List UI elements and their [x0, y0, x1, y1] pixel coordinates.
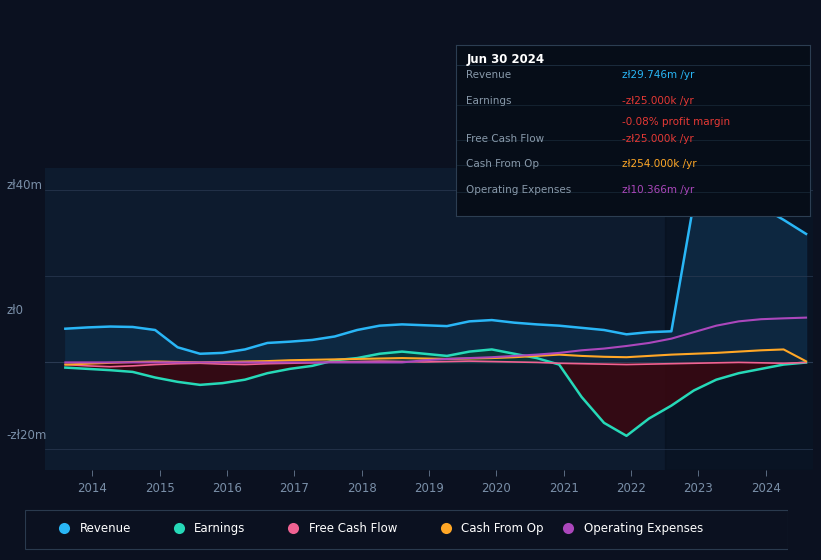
Text: zł40m: zł40m	[7, 179, 43, 193]
Bar	[665, 168, 821, 470]
Text: Operating Expenses: Operating Expenses	[584, 522, 703, 535]
Text: zł254.000k /yr: zł254.000k /yr	[622, 159, 697, 169]
Text: Earnings: Earnings	[194, 522, 245, 535]
Text: Earnings: Earnings	[466, 96, 511, 106]
Text: Free Cash Flow: Free Cash Flow	[466, 134, 544, 143]
Text: -zł25.000k /yr: -zł25.000k /yr	[622, 96, 694, 106]
Text: zł0: zł0	[7, 304, 24, 318]
Text: zł29.746m /yr: zł29.746m /yr	[622, 71, 695, 81]
Text: Free Cash Flow: Free Cash Flow	[309, 522, 397, 535]
Text: Revenue: Revenue	[466, 71, 511, 81]
Text: Revenue: Revenue	[80, 522, 131, 535]
Text: -0.08% profit margin: -0.08% profit margin	[622, 116, 731, 127]
Text: -zł25.000k /yr: -zł25.000k /yr	[622, 134, 694, 143]
Text: zł10.366m /yr: zł10.366m /yr	[622, 185, 695, 195]
Text: Jun 30 2024: Jun 30 2024	[466, 53, 544, 66]
Text: Cash From Op: Cash From Op	[466, 159, 539, 169]
Text: Cash From Op: Cash From Op	[461, 522, 544, 535]
Text: Operating Expenses: Operating Expenses	[466, 185, 571, 195]
Text: -zł20m: -zł20m	[7, 429, 47, 442]
